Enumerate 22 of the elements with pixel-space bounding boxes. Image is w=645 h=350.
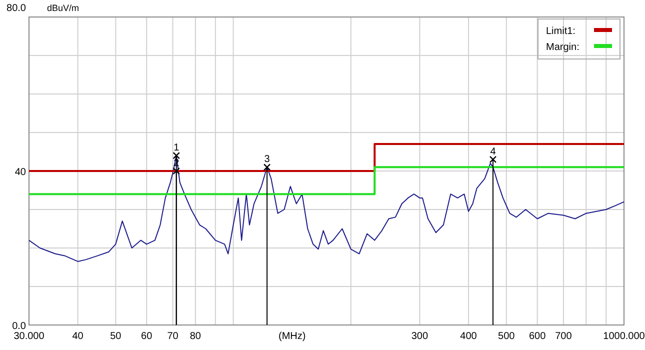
x-tick-label: 400 [460, 331, 478, 342]
x-tick-label: 500 [498, 331, 516, 342]
annotation: 1 [174, 142, 180, 154]
x-tick-label: 600 [528, 331, 546, 342]
y-tick-label: 0.0 [12, 321, 26, 332]
x-tick-label: 60 [141, 331, 153, 342]
legend-label: Margin: [546, 42, 580, 53]
x-tick-label: 50 [110, 331, 122, 342]
x-tick-label: 80 [190, 331, 202, 342]
y-tick-label: 80.0 [6, 3, 26, 14]
x-tick-label: 700 [555, 331, 572, 342]
x-tick-label: 40 [72, 331, 84, 342]
x-tick-label: 30.000 [14, 331, 45, 342]
y-axis-title: dBuV/m [47, 3, 80, 13]
annotation: 4 [490, 146, 496, 158]
x-tick-label: 1000.000 [603, 331, 645, 342]
annotation: 3 [264, 154, 270, 166]
x-tick-label: 70 [167, 331, 179, 342]
x-axis-title: (MHz) [278, 331, 306, 342]
legend-label: Limit1: [546, 26, 576, 37]
y-tick-label: 40 [14, 167, 26, 178]
x-tick-label: 300 [411, 331, 428, 342]
